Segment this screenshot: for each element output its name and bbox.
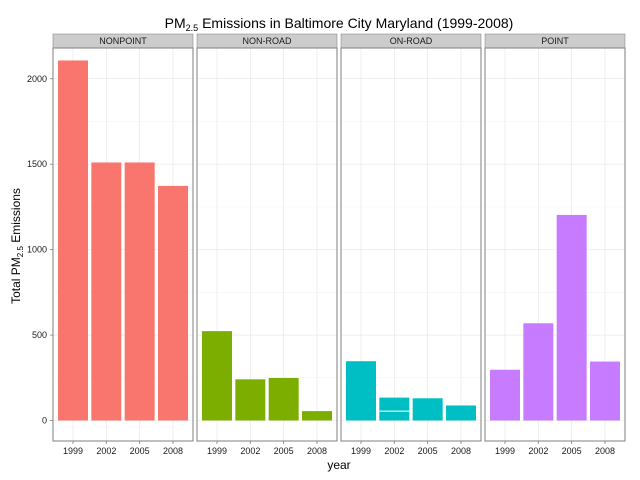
x-axis-title: year (327, 458, 350, 472)
x-tick-label: 2008 (451, 446, 471, 456)
bar-point-2002 (523, 323, 554, 421)
facet-panel-border (196, 47, 338, 442)
y-axis-title: Total PM2.5 Emissions (9, 188, 25, 304)
y-axis: 0 500 1000 1500 2000 (27, 74, 53, 425)
bar-on-road-2002 (379, 397, 410, 421)
y-tick-label: 0 (42, 415, 47, 425)
y-tick-label: 1500 (27, 159, 47, 169)
x-tick-label: 2005 (274, 446, 294, 456)
bar-on-road-2008 (446, 405, 476, 421)
chart-title-suffix: Emissions in Baltimore City Maryland (19… (198, 15, 513, 31)
facet-nonpoint: NONPOINT 1999 2002 2005 2008 (52, 33, 194, 456)
bar-non-road-2005 (268, 377, 299, 421)
y-axis-title-prefix: Total PM (9, 257, 23, 304)
bar-on-road-2005 (412, 398, 443, 421)
y-tick-label: 500 (32, 330, 47, 340)
x-tick-label: 2008 (595, 446, 615, 456)
facet-panels: NONPOINT 1999 2002 2005 2008 NON-ROAD 1999 2002… (52, 33, 626, 456)
bar-nonpoint-2005 (124, 162, 155, 421)
bar-on-road-1999 (346, 361, 376, 421)
y-tick-label: 2000 (27, 74, 47, 84)
x-tick-label: 2005 (418, 446, 438, 456)
chart-title: PM2.5 Emissions in Baltimore City Maryla… (165, 15, 514, 33)
x-tick-label: 1999 (63, 446, 83, 456)
bar-point-2008 (590, 361, 620, 421)
facet-strip-label: NON-ROAD (243, 36, 292, 46)
facet-strip-label: NONPOINT (99, 36, 147, 46)
bar-non-road-2002 (235, 379, 266, 421)
bar-nonpoint-2008 (158, 185, 188, 421)
bar-point-2005 (556, 214, 587, 421)
chart-title-subscript: 2.5 (186, 23, 199, 33)
facet-panel-border (484, 47, 626, 442)
x-tick-label: 2008 (307, 446, 327, 456)
x-tick-label: 1999 (495, 446, 515, 456)
x-tick-label: 2002 (240, 446, 260, 456)
facet-strip-label: ON-ROAD (390, 36, 433, 46)
chart-title-prefix: PM (165, 15, 186, 31)
y-tick-label: 1000 (27, 245, 47, 255)
x-tick-label: 2002 (528, 446, 548, 456)
facet-point: POINT 1999 2002 2005 2008 (484, 33, 626, 456)
bar-non-road-2008 (302, 411, 332, 421)
x-tick-label: 1999 (351, 446, 371, 456)
facet-panel-border (52, 47, 194, 442)
facet-on-road: ON-ROAD 1999 2002 2005 2008 (340, 33, 482, 456)
y-axis-title-subscript: 2.5 (16, 246, 25, 258)
y-axis-title-suffix: Emissions (9, 188, 23, 246)
bar-nonpoint-2002 (91, 162, 122, 421)
x-tick-label: 2005 (130, 446, 150, 456)
x-tick-label: 2002 (384, 446, 404, 456)
bar-non-road-1999 (202, 331, 232, 421)
facet-non-road: NON-ROAD 1999 2002 2005 2008 (196, 33, 338, 456)
facet-strip-label: POINT (541, 36, 569, 46)
x-tick-label: 2005 (562, 446, 582, 456)
x-tick-label: 2008 (163, 446, 183, 456)
x-tick-label: 1999 (207, 446, 227, 456)
bar-point-1999 (490, 369, 520, 421)
x-tick-label: 2002 (96, 446, 116, 456)
bar-nonpoint-1999 (58, 60, 88, 421)
facet-panel-border (340, 47, 482, 442)
